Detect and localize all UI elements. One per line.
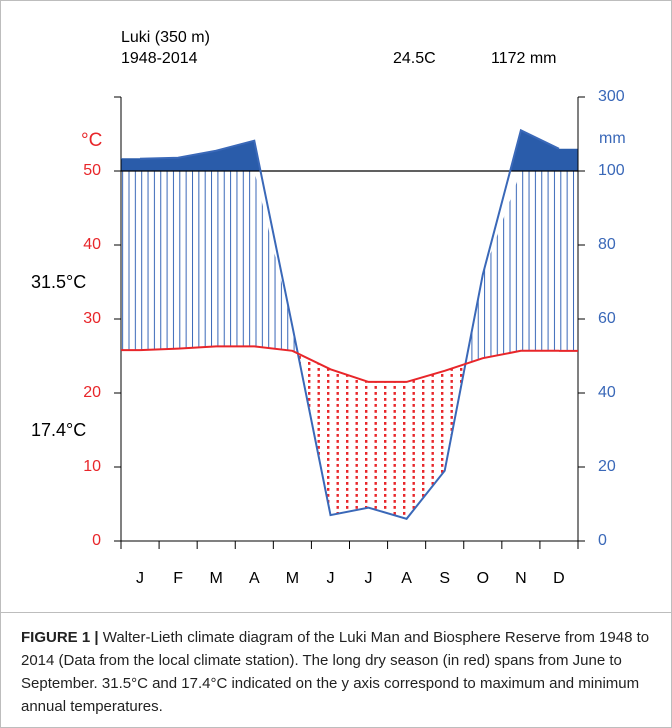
y-tick-label: 40 — [83, 236, 101, 253]
y-tick-label: 20 — [83, 384, 101, 401]
y2-tick-label: 80 — [598, 236, 616, 253]
caption: FIGURE 1 | Walter-Lieth climate diagram … — [1, 612, 671, 727]
x-tick-label: A — [401, 570, 412, 587]
period: 1948-2014 — [121, 50, 198, 67]
caption-text: Walter-Lieth climate diagram of the Luki… — [21, 629, 650, 715]
y-label: °C — [81, 130, 102, 151]
min-temp: 17.4°C — [31, 420, 86, 440]
x-tick-label: J — [326, 570, 334, 587]
temp-line — [139, 345, 559, 383]
y2-tick-label: 100 — [598, 162, 625, 179]
station: Luki (350 m) — [121, 29, 210, 46]
humid-area — [121, 171, 578, 382]
x-tick-label: F — [173, 570, 183, 587]
y-tick-label: 10 — [83, 458, 101, 475]
caption-label: FIGURE 1 | — [21, 629, 99, 646]
x-tick-label: D — [553, 570, 565, 587]
y2-tick-label: 60 — [598, 310, 616, 327]
annual-precip: 1172 mm — [491, 50, 557, 67]
x-tick-label: O — [477, 570, 489, 587]
x-tick-label: N — [515, 570, 527, 587]
chart: Luki (350 m) 1948-2014 24.5C 1172 mm °C … — [31, 29, 626, 587]
x-tick-label: M — [286, 570, 299, 587]
y2-tick-label: 40 — [598, 384, 616, 401]
y-tick-label: 30 — [83, 310, 101, 327]
mean-temp: 24.5C — [393, 50, 436, 67]
x-tick-label: M — [210, 570, 223, 587]
precip-line — [139, 128, 560, 520]
max-temp: 31.5°C — [31, 272, 86, 292]
y-tick-label: 0 — [92, 532, 101, 549]
x-tick-label: J — [136, 570, 144, 587]
x-tick-label: S — [439, 570, 450, 587]
x-tick-label: A — [249, 570, 260, 587]
x-tick-label: J — [365, 570, 373, 587]
y2-tick-label: 20 — [598, 458, 616, 475]
y2-tick-label: 0 — [598, 532, 607, 549]
y2-tick-label: 300 — [598, 88, 625, 105]
y2-label: mm — [599, 130, 626, 147]
y-tick-label: 50 — [83, 162, 101, 179]
